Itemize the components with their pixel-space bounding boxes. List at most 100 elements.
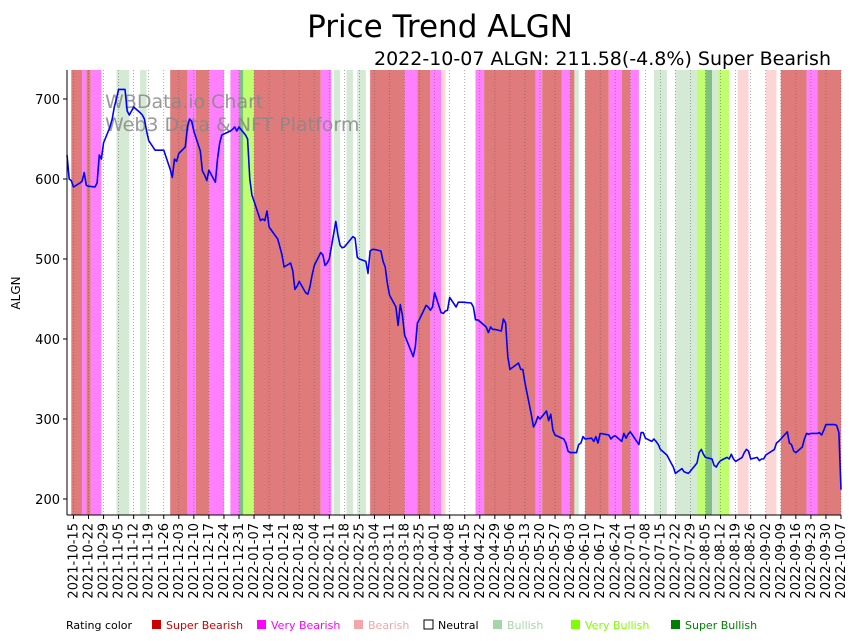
- x-tick-label-32: 2022-05-27: [548, 523, 563, 599]
- x-gridlines: [73, 70, 842, 515]
- x-tick-label-39: 2022-07-15: [653, 523, 668, 599]
- legend-swatch-2: [354, 620, 363, 629]
- y-tick-label-5: 700: [35, 93, 60, 108]
- x-tick-label-18: 2022-02-18: [337, 523, 352, 599]
- x-tick-label-31: 2022-05-20: [533, 523, 548, 599]
- rating-band-19: [404, 70, 418, 515]
- rating-band-28: [570, 70, 575, 515]
- x-tick-label-33: 2022-06-03: [563, 523, 578, 599]
- x-tick-label-9: 2021-12-17: [202, 523, 217, 599]
- rating-band-38: [712, 70, 719, 515]
- rating-band-12: [243, 70, 255, 515]
- rating-band-36: [696, 70, 706, 515]
- x-tick-label-40: 2022-07-22: [668, 523, 683, 599]
- watermark-line-2: Web3 Data & NFT Platform: [105, 114, 359, 136]
- x-tick-label-13: 2022-01-14: [262, 523, 277, 599]
- x-tick-label-46: 2022-09-02: [759, 523, 774, 599]
- rating-band-5: [140, 70, 147, 515]
- y-tick-label-1: 300: [35, 413, 60, 428]
- x-tick-label-47: 2022-09-09: [774, 523, 789, 599]
- legend-label-2: Bearish: [368, 619, 409, 632]
- rating-band-1: [82, 70, 87, 515]
- rating-band-37: [705, 70, 712, 515]
- legend-label-1: Very Bearish: [271, 619, 340, 632]
- x-tick-label-43: 2022-08-12: [714, 523, 729, 599]
- rating-band-33: [630, 70, 639, 515]
- legend-title: Rating color: [66, 619, 133, 632]
- rating-band-8: [196, 70, 209, 515]
- x-tick-label-10: 2021-12-24: [217, 523, 232, 599]
- x-tick-label-12: 2022-01-07: [247, 523, 262, 599]
- rating-band-4: [116, 70, 130, 515]
- x-tick-label-38: 2022-07-08: [638, 523, 653, 599]
- x-tick-label-11: 2021-12-31: [232, 523, 247, 599]
- rating-band-18: [370, 70, 405, 515]
- rating-band-11: [239, 70, 244, 515]
- x-tick-label-22: 2022-03-18: [398, 523, 413, 599]
- x-ticks: 2021-10-15 2021-10-22 2021-10-29 2021-11-05…: [66, 515, 849, 599]
- x-tick-label-3: 2021-11-05: [112, 523, 127, 599]
- x-tick-label-41: 2022-07-29: [684, 523, 699, 599]
- x-tick-label-1: 2021-10-22: [82, 523, 97, 599]
- rating-band-35: [675, 70, 697, 515]
- y-tick-label-3: 500: [35, 253, 60, 268]
- x-tick-label-30: 2022-05-13: [518, 523, 533, 599]
- rating-band-3: [90, 70, 102, 515]
- legend-label-3: Neutral: [438, 619, 479, 632]
- x-tick-label-7: 2021-12-03: [172, 523, 187, 599]
- chart-title: Price Trend ALGN: [307, 9, 573, 45]
- x-tick-label-37: 2022-07-01: [623, 523, 638, 599]
- x-tick-label-19: 2022-02-25: [352, 523, 367, 599]
- x-tick-label-6: 2021-11-26: [157, 523, 172, 599]
- y-ticks: 200 300 400 500 600 700: [35, 93, 67, 508]
- legend-label-4: Bullish: [507, 619, 543, 632]
- x-tick-label-5: 2021-11-19: [142, 523, 157, 599]
- rating-band-7: [187, 70, 196, 515]
- rating-band-43: [806, 70, 818, 515]
- rating-band-44: [817, 70, 841, 515]
- rating-band-32: [621, 70, 631, 515]
- x-tick-label-0: 2021-10-15: [66, 523, 81, 599]
- y-tick-label-4: 600: [35, 173, 60, 188]
- rating-band-29: [574, 70, 579, 515]
- x-tick-label-29: 2022-05-06: [503, 523, 518, 599]
- y-axis-label: ALGN: [9, 276, 23, 309]
- x-tick-label-44: 2022-08-19: [729, 523, 744, 599]
- rating-band-13: [254, 70, 321, 515]
- rating-band-26: [542, 70, 562, 515]
- x-tick-label-20: 2022-03-04: [367, 523, 382, 599]
- x-tick-label-23: 2022-03-25: [413, 523, 428, 599]
- x-tick-label-2: 2021-10-29: [97, 523, 112, 599]
- rating-band-10: [230, 70, 239, 515]
- rating-band-20: [417, 70, 431, 515]
- x-tick-label-49: 2022-09-23: [804, 523, 819, 599]
- x-tick-label-16: 2022-02-04: [307, 523, 322, 599]
- x-tick-label-50: 2022-09-30: [819, 523, 834, 599]
- x-tick-label-8: 2021-12-10: [187, 523, 202, 599]
- rating-band-21: [430, 70, 442, 515]
- axes: [66, 70, 841, 516]
- rating-band-30: [585, 70, 609, 515]
- legend-swatch-0: [152, 620, 161, 629]
- rating-band-14: [320, 70, 332, 515]
- x-tick-label-26: 2022-04-15: [458, 523, 473, 599]
- watermark-line-1: WBData.io Chart: [105, 91, 263, 113]
- rating-band-0: [71, 70, 83, 515]
- x-tick-label-25: 2022-04-08: [443, 523, 458, 599]
- rating-band-17: [357, 70, 366, 515]
- price-line: [66, 88, 842, 490]
- rating-band-40: [737, 70, 749, 515]
- legend-swatch-6: [671, 620, 680, 629]
- x-tick-label-15: 2022-01-28: [292, 523, 307, 599]
- rating-band-27: [561, 70, 571, 515]
- x-tick-label-21: 2022-03-11: [383, 523, 398, 599]
- x-tick-label-24: 2022-04-01: [428, 523, 443, 599]
- chart-subtitle: 2022-10-07 ALGN: 211.58(-4.8%) Super Bea…: [374, 48, 831, 70]
- legend-swatch-1: [257, 620, 266, 629]
- legend-swatch-5: [571, 620, 580, 629]
- y-tick-label-2: 400: [35, 333, 60, 348]
- x-tick-label-45: 2022-08-26: [744, 523, 759, 599]
- legend-swatch-4: [493, 620, 502, 629]
- x-tick-label-27: 2022-04-22: [473, 523, 488, 599]
